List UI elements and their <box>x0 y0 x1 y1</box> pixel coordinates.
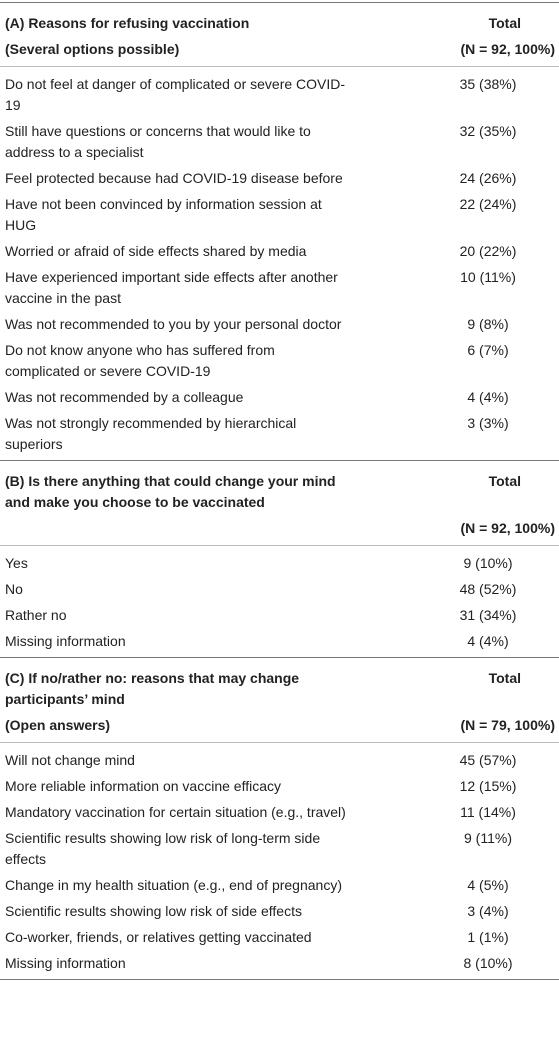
row-label: Feel protected because had COVID-19 dise… <box>5 169 343 186</box>
row-label: Was not recommended to you by your perso… <box>5 315 342 332</box>
table-row: Have not been convinced by information s… <box>0 191 559 238</box>
row-label: Have experienced important side effects … <box>5 268 338 306</box>
section-rows: Will not change mind 45 (57%) More reliabl… <box>0 743 559 979</box>
row-value: 31 (34%) <box>459 606 517 623</box>
n-label: (N = 79, 100%) <box>460 716 555 733</box>
row-label: Yes <box>5 554 28 571</box>
row-value: 45 (57%) <box>459 751 517 768</box>
table-row: Have experienced important side effects … <box>0 264 559 311</box>
row-label: Missing information <box>5 632 126 649</box>
row-value: 8 (10%) <box>463 954 513 971</box>
table-row: Yes 9 (10%) <box>0 550 559 576</box>
table-row: Do not feel at danger of complicated or … <box>0 71 559 118</box>
row-value: 4 (5%) <box>467 876 509 893</box>
header-row: (N = 92, 100%) <box>0 515 559 541</box>
row-value: 20 (22%) <box>459 242 517 259</box>
row-label: Mandatory vaccination for certain situat… <box>5 803 346 820</box>
row-value: 10 (11%) <box>460 268 516 285</box>
table-row: Change in my health situation (e.g., end… <box>0 872 559 898</box>
row-label: Worried or afraid of side effects shared… <box>5 242 307 259</box>
row-value: 4 (4%) <box>467 388 509 405</box>
row-label: Do not know anyone who has suffered from… <box>5 341 275 379</box>
row-value: 9 (8%) <box>467 315 509 332</box>
row-value: 4 (4%) <box>467 632 509 649</box>
row-value: 6 (7%) <box>467 341 509 358</box>
row-label: Co-worker, friends, or relatives getting… <box>5 928 312 945</box>
table-row: Was not recommended by a colleague 4 (4%) <box>0 384 559 410</box>
section-rows: Do not feel at danger of complicated or … <box>0 67 559 460</box>
row-value: 3 (4%) <box>467 902 509 919</box>
row-value: 11 (14%) <box>460 803 516 820</box>
section: (A) Reasons for refusing vaccination Tota… <box>0 3 559 460</box>
row-value: 32 (35%) <box>459 122 517 139</box>
header-row: (B) Is there anything that could change … <box>0 468 559 515</box>
row-value: 12 (15%) <box>459 777 517 794</box>
row-label: Was not strongly recommended by hierarch… <box>5 414 297 452</box>
total-label: Total <box>488 669 521 686</box>
header-row: (Several options possible) (N = 92, 100%) <box>0 36 559 62</box>
row-value: 35 (38%) <box>459 75 517 92</box>
row-value: 24 (26%) <box>459 169 517 186</box>
row-label: Do not feel at danger of complicated or … <box>5 75 346 113</box>
table-row: No 48 (52%) <box>0 576 559 602</box>
section-heading: (B) Is there anything that could change … <box>5 472 336 510</box>
header-row: (C) If no/rather no: reasons that may ch… <box>0 665 559 712</box>
row-value: 22 (24%) <box>459 195 517 212</box>
section: (C) If no/rather no: reasons that may ch… <box>0 657 559 979</box>
table-row: Mandatory vaccination for certain situat… <box>0 799 559 825</box>
section-rows: Yes 9 (10%) No 48 (52%) Rather no 31 (34%) Mis… <box>0 546 559 657</box>
table-row: Rather no 31 (34%) <box>0 602 559 628</box>
table-row: More reliable information on vaccine eff… <box>0 773 559 799</box>
heading-note: (Several options possible) <box>5 40 180 57</box>
row-label: Rather no <box>5 606 67 623</box>
row-label: More reliable information on vaccine eff… <box>5 777 281 794</box>
table-row: Scientific results showing low risk of s… <box>0 898 559 924</box>
section-heading: (A) Reasons for refusing vaccination <box>5 14 250 31</box>
section-header: (B) Is there anything that could change … <box>0 461 559 546</box>
table-row: Scientific results showing low risk of l… <box>0 825 559 872</box>
row-label: Have not been convinced by information s… <box>5 195 322 233</box>
row-label: No <box>5 580 23 597</box>
row-value: 48 (52%) <box>459 580 517 597</box>
row-label: Missing information <box>5 954 126 971</box>
section-header: (C) If no/rather no: reasons that may ch… <box>0 658 559 743</box>
table-row: Was not recommended to you by your perso… <box>0 311 559 337</box>
row-value: 9 (10%) <box>463 554 513 571</box>
section: (B) Is there anything that could change … <box>0 460 559 657</box>
table-row: Was not strongly recommended by hierarch… <box>0 410 559 457</box>
blank-cell <box>0 518 347 539</box>
table: (A) Reasons for refusing vaccination Tota… <box>0 2 559 980</box>
row-label: Scientific results showing low risk of l… <box>5 829 321 867</box>
table-row: Still have questions or concerns that wo… <box>0 118 559 165</box>
total-label: Total <box>488 472 521 489</box>
row-value: 1 (1%) <box>467 928 509 945</box>
row-label: Still have questions or concerns that wo… <box>5 122 311 160</box>
row-label: Change in my health situation (e.g., end… <box>5 876 342 893</box>
row-label: Will not change mind <box>5 751 135 768</box>
total-label: Total <box>488 14 521 31</box>
row-label: Scientific results showing low risk of s… <box>5 902 302 919</box>
table-row: Will not change mind 45 (57%) <box>0 747 559 773</box>
table-row: Missing information 4 (4%) <box>0 628 559 654</box>
row-label: Was not recommended by a colleague <box>5 388 244 405</box>
table-row: Worried or afraid of side effects shared… <box>0 238 559 264</box>
n-label: (N = 92, 100%) <box>460 519 555 536</box>
section-heading: (C) If no/rather no: reasons that may ch… <box>5 669 300 707</box>
table-row: Feel protected because had COVID-19 dise… <box>0 165 559 191</box>
section-header: (A) Reasons for refusing vaccination Tota… <box>0 3 559 67</box>
header-row: (A) Reasons for refusing vaccination Tota… <box>0 10 559 36</box>
table-row: Missing information 8 (10%) <box>0 950 559 976</box>
row-value: 3 (3%) <box>467 414 509 431</box>
table-row: Co-worker, friends, or relatives getting… <box>0 924 559 950</box>
table-row: Do not know anyone who has suffered from… <box>0 337 559 384</box>
row-value: 9 (11%) <box>464 829 512 846</box>
n-label: (N = 92, 100%) <box>460 40 555 57</box>
heading-note: (Open answers) <box>5 716 111 733</box>
header-row: (Open answers) (N = 79, 100%) <box>0 712 559 738</box>
